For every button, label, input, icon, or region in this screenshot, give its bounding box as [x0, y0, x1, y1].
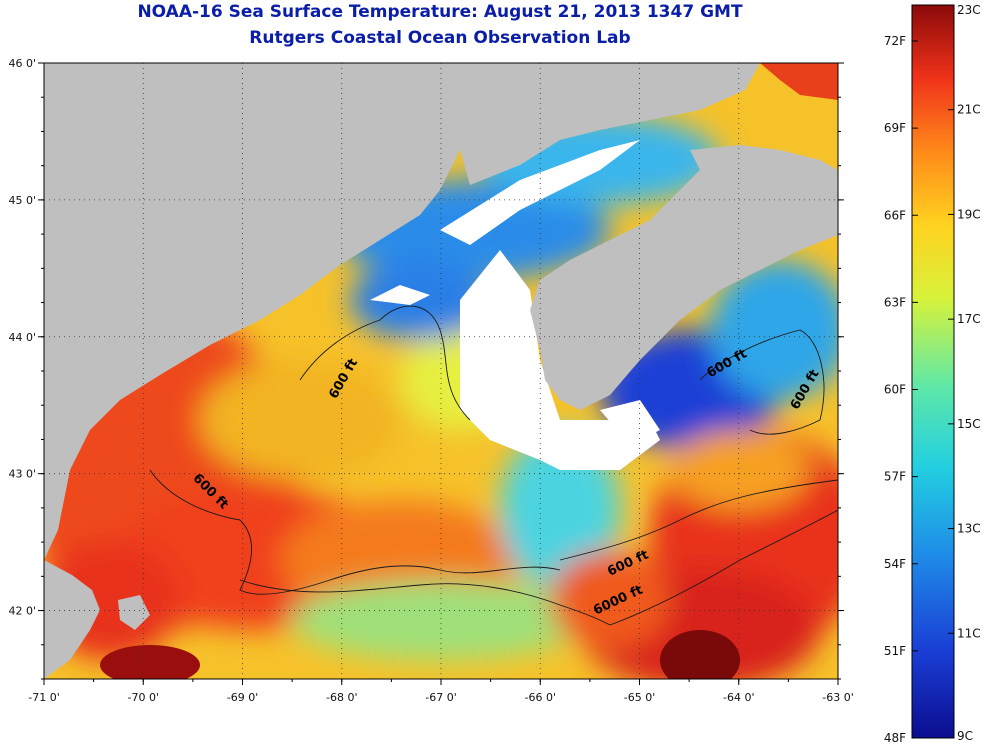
- cloud-mask-bay: [440, 140, 640, 245]
- map-plot-area: [44, 63, 838, 679]
- colorbar-label-f: 63F: [884, 295, 906, 309]
- cloud-mask-small: [370, 285, 430, 305]
- contour-600ft-north: [299, 305, 471, 421]
- map-title: NOAA-16 Sea Surface Temperature: August …: [137, 2, 743, 22]
- colorbar-label-f: 57F: [884, 470, 906, 484]
- colorbar-label-c: 17C: [957, 312, 981, 326]
- lat-tick-label: 45 0': [8, 194, 36, 207]
- colorbar-label-c: 9C: [957, 729, 973, 743]
- lon-tick-label: -71 0': [28, 691, 60, 704]
- lon-tick-label: -66 0': [525, 691, 557, 704]
- land-massachusetts: [44, 560, 100, 679]
- lon-tick-label: -65 0': [624, 691, 656, 704]
- warm-patch-gulf: [760, 63, 838, 100]
- colorbar-label-f: 66F: [884, 208, 906, 222]
- lat-tick-label: 46 0': [8, 57, 36, 70]
- colorbar-label-f: 51F: [884, 644, 906, 658]
- lon-tick-label: -67 0': [425, 691, 457, 704]
- colorbar-label-c: 11C: [957, 626, 981, 640]
- map-ticks: -71 0' -70 0' -69 0' -68 0' -67 0' -66 0' -65 …: [8, 57, 853, 704]
- lon-tick-label: -63 0': [822, 691, 854, 704]
- lon-tick-label: -69 0': [227, 691, 259, 704]
- contour-6000ft-west: [239, 579, 611, 626]
- colorbar-label-c: 13C: [957, 522, 981, 536]
- colorbar-label-c: 23C: [957, 3, 981, 17]
- contour-600ft-scotian: [699, 329, 825, 435]
- lat-tick-label: 44 0': [8, 331, 36, 344]
- lon-tick-label: -64 0': [723, 691, 755, 704]
- colorbar-label-f: 54F: [884, 557, 906, 571]
- temperature-field: [44, 115, 838, 679]
- colorbar: [911, 4, 955, 739]
- contour-600ft-east: [559, 479, 839, 561]
- lon-tick-label: -70 0': [128, 691, 160, 704]
- lon-tick-label: -68 0': [326, 691, 358, 704]
- colorbar-label-c: 19C: [957, 207, 981, 221]
- cloud-mask: [460, 250, 660, 470]
- warm-core: [660, 630, 740, 679]
- colorbar-label-f: 72F: [884, 34, 906, 48]
- lat-tick-label: 42 0': [8, 605, 36, 618]
- colorbar-label-f: 48F: [884, 731, 906, 745]
- colorbar-label-f: 60F: [884, 383, 906, 397]
- land-new-england: [44, 63, 460, 560]
- map-subtitle: Rutgers Coastal Ocean Observation Lab: [249, 28, 631, 48]
- cloud-mask-small: [600, 400, 660, 445]
- land-new-brunswick: [460, 63, 760, 185]
- colorbar-label-c: 15C: [957, 417, 981, 431]
- contour-6000ft-east: [609, 509, 839, 626]
- colorbar-label-f: 69F: [884, 121, 906, 135]
- land-nova-scotia: [530, 145, 838, 410]
- colorbar-celsius-labels: 23C 21C 19C 17C 15C 13C 11C 9C: [948, 3, 981, 743]
- colorbar-label-c: 21C: [957, 103, 981, 117]
- warm-coast: [100, 645, 200, 679]
- lat-tick-label: 43 0': [8, 468, 36, 481]
- colorbar-fahrenheit-labels: 72F 69F 66F 63F 60F 57F 54F 51F 48F: [884, 34, 918, 745]
- bathymetry-contours: [149, 305, 839, 626]
- land-cape-cod: [118, 595, 150, 630]
